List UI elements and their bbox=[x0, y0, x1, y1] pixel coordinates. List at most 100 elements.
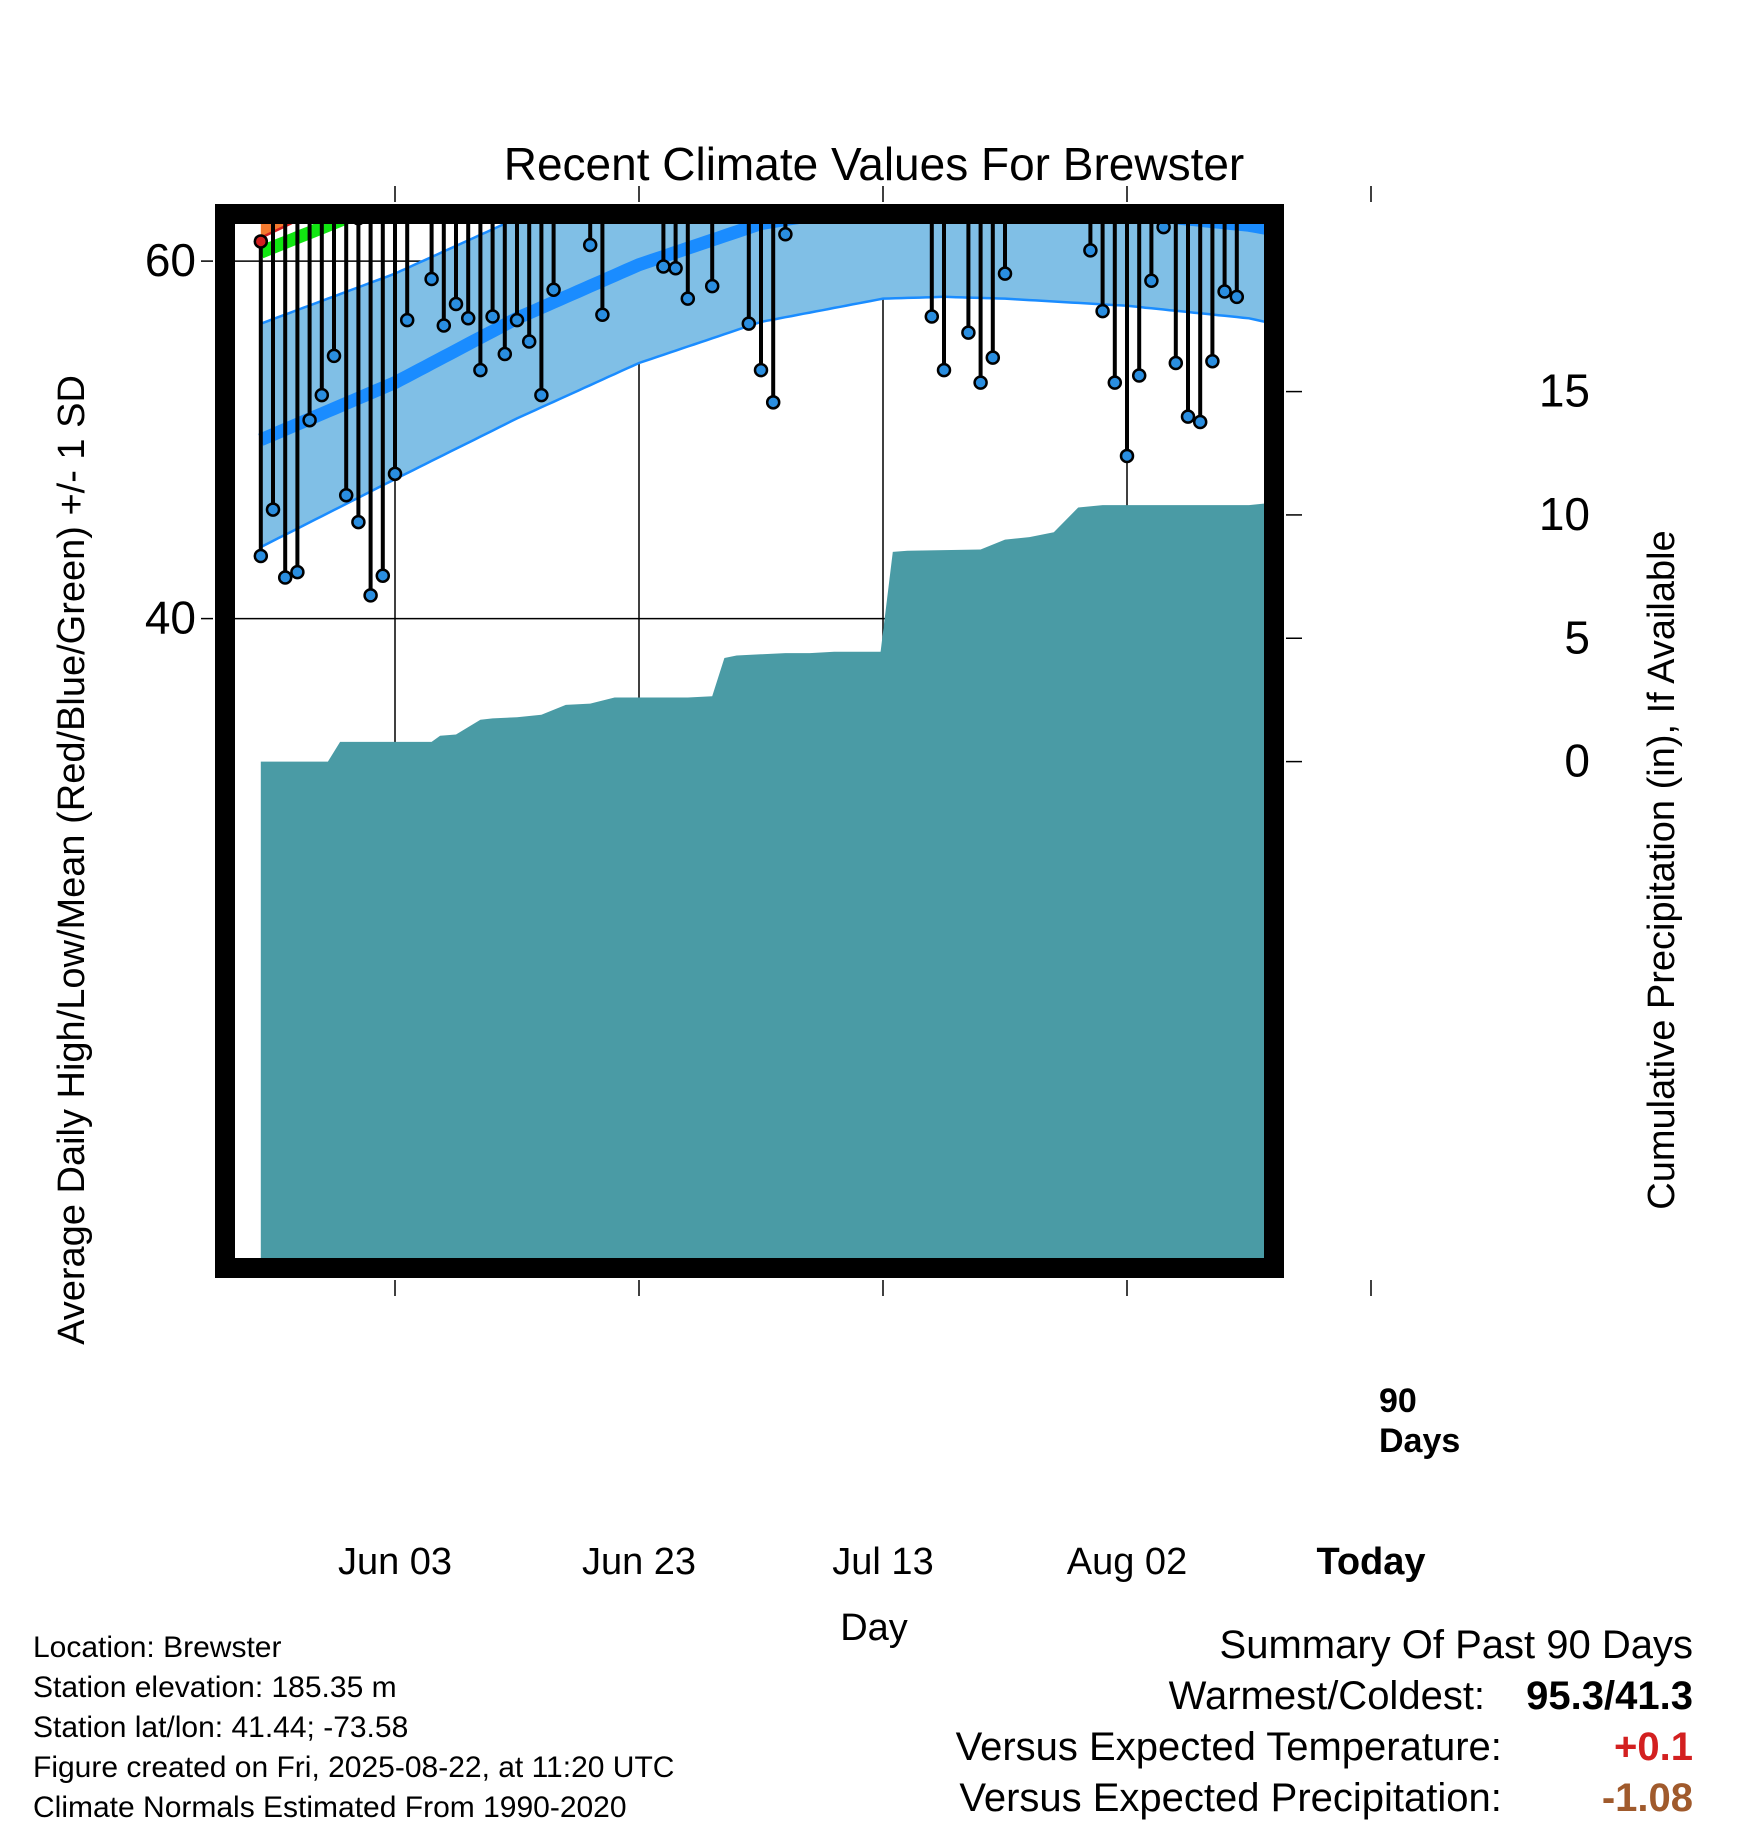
x-tick-label: Jul 13 bbox=[832, 1541, 933, 1583]
daily-low-point bbox=[1083, 243, 1098, 258]
chart-title: Recent Climate Values For Brewster bbox=[504, 138, 1245, 190]
daily-low-point bbox=[560, 189, 572, 201]
daily-high-point bbox=[291, 8, 303, 20]
daily-low-point bbox=[936, 362, 952, 378]
daily-low-point bbox=[546, 282, 561, 297]
daily-low-point bbox=[448, 296, 464, 312]
created-text: Figure created on Fri, 2025-08-22, at 11… bbox=[33, 1751, 675, 1784]
daily-low-point bbox=[741, 316, 757, 331]
daily-low-point bbox=[1131, 368, 1147, 383]
daily-low-point bbox=[253, 548, 269, 564]
warmest-label: Warmest/Coldest: bbox=[1168, 1674, 1486, 1718]
daily-low-point bbox=[1205, 353, 1220, 369]
daily-low-point bbox=[645, 101, 657, 113]
daily-low-point bbox=[1316, 405, 1328, 417]
daily-low-point bbox=[436, 318, 452, 333]
low-upper-edge bbox=[260, 214, 531, 325]
daily-low-point bbox=[1341, 337, 1353, 349]
daily-low-point bbox=[704, 278, 720, 294]
daily-low-point bbox=[804, 75, 816, 87]
y2-tick-label: 10 bbox=[1539, 488, 1590, 540]
daily-low-point bbox=[1304, 344, 1316, 356]
elevation-text: Station elevation: 185.35 m bbox=[33, 1671, 397, 1704]
today-marker-label-line2: Days bbox=[1379, 1422, 1460, 1460]
daily-low-point bbox=[1280, 125, 1292, 137]
x-tick-label: Today bbox=[1316, 1541, 1425, 1583]
daily-low-point bbox=[877, 105, 889, 117]
daily-low-point bbox=[338, 488, 354, 503]
daily-low-point bbox=[1243, 168, 1255, 180]
daily-low-point bbox=[753, 362, 769, 378]
today-marker-label-line1: 90 bbox=[1379, 1382, 1417, 1420]
daily-low-point bbox=[680, 291, 696, 306]
daily-low-point bbox=[914, 30, 926, 42]
daily-high-point bbox=[316, 153, 328, 165]
daily-low-point bbox=[1095, 303, 1110, 319]
daily-low-point bbox=[901, 96, 913, 108]
y2-axis-label: Cumulative Precipitation (in), If Availa… bbox=[1641, 530, 1683, 1209]
daily-low-point bbox=[973, 375, 988, 390]
daily-low-point bbox=[460, 311, 476, 326]
daily-low-point bbox=[1107, 375, 1123, 390]
station-info: Location: Brewster Station elevation: 18… bbox=[33, 1628, 674, 1828]
daily-low-point bbox=[1255, 123, 1267, 135]
daily-low-point bbox=[314, 387, 330, 403]
daily-high-point bbox=[535, 55, 547, 67]
daily-low-point bbox=[277, 570, 293, 585]
daily-low-point bbox=[473, 362, 488, 378]
daily-low-point bbox=[290, 564, 305, 580]
precip-area bbox=[260, 502, 1274, 1268]
daily-low-point bbox=[351, 514, 366, 530]
y-tick-label: 60 bbox=[145, 234, 196, 286]
x-tick-label: Jun 03 bbox=[338, 1541, 452, 1583]
daily-low-point bbox=[424, 271, 439, 287]
daily-low-point bbox=[778, 227, 793, 242]
daily-low-point bbox=[718, 109, 730, 121]
daily-low-point bbox=[326, 348, 342, 364]
daily-low-point bbox=[1292, 193, 1304, 205]
x-axis-label: Day bbox=[840, 1607, 908, 1649]
precip-anomaly-value: -1.08 bbox=[1601, 1776, 1693, 1820]
precip-anomaly-label: Versus Expected Precipitation: bbox=[959, 1776, 1502, 1820]
daily-low-point bbox=[497, 346, 513, 362]
daily-low-point bbox=[633, 94, 645, 106]
high-sd-band bbox=[260, 214, 311, 238]
x-tick-label: Aug 02 bbox=[1067, 1541, 1187, 1583]
daily-low-point bbox=[1119, 448, 1135, 464]
daily-low-point bbox=[363, 588, 378, 603]
daily-low-point bbox=[399, 312, 415, 328]
daily-low-point bbox=[509, 312, 525, 328]
daily-high-point bbox=[462, 32, 474, 44]
temp-anomaly-value: +0.1 bbox=[1614, 1725, 1693, 1769]
daily-high-point bbox=[267, 169, 279, 181]
daily-low-point bbox=[1328, 341, 1340, 353]
y2-tick-label: 0 bbox=[1564, 735, 1590, 787]
low-sd-band bbox=[260, 214, 1274, 548]
daily-low-point bbox=[853, 109, 865, 121]
summary-temp-row: Versus Expected Temperature: +0.1 bbox=[956, 1722, 1693, 1773]
high-lower-edge bbox=[260, 214, 314, 240]
y-tick-label: 40 bbox=[145, 592, 196, 644]
low-lower-edge bbox=[260, 295, 1274, 549]
daily-low-point bbox=[521, 334, 537, 349]
plot-frame bbox=[215, 204, 1284, 1278]
daily-low-point bbox=[1192, 414, 1208, 430]
daily-low-point bbox=[1180, 409, 1196, 424]
daily-low-point bbox=[621, 42, 633, 54]
plot-area bbox=[225, 0, 1481, 1268]
daily-high-point bbox=[328, 12, 340, 24]
summary-precip-row: Versus Expected Precipitation: -1.08 bbox=[956, 1773, 1693, 1824]
daily-low-point bbox=[961, 325, 976, 340]
daily-high-point bbox=[253, 234, 269, 249]
daily-low-point bbox=[985, 350, 1001, 365]
daily-high-point bbox=[670, 46, 682, 58]
daily-high-point bbox=[365, 91, 377, 103]
daily-low-point bbox=[485, 309, 500, 324]
normal-high-line bbox=[261, 0, 1481, 81]
x-tick-label: Jun 23 bbox=[582, 1541, 696, 1583]
summary-warmest-row: Warmest/Coldest: 95.3/41.3 bbox=[956, 1671, 1693, 1722]
daily-low-point bbox=[375, 568, 391, 583]
summary-panel: Summary Of Past 90 Days Warmest/Coldest:… bbox=[956, 1620, 1693, 1824]
daily-low-point bbox=[1168, 355, 1184, 371]
